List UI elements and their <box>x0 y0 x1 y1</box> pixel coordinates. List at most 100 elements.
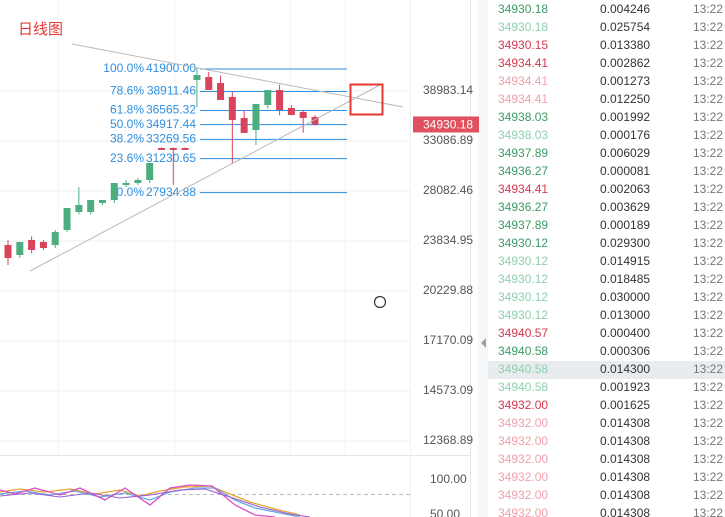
candle-body <box>51 231 59 245</box>
trade-price: 34932.00 <box>498 506 548 517</box>
fib-value: 31230.65 <box>146 151 196 165</box>
trade-price: 34938.03 <box>498 128 548 142</box>
fib-value: 38911.46 <box>147 84 196 98</box>
trade-price: 34930.18 <box>498 2 548 16</box>
trade-amount: 0.000306 <box>600 344 650 358</box>
trade-amount: 0.029300 <box>600 236 650 250</box>
fib-level: 50.0% <box>110 117 144 131</box>
trade-amount: 0.025754 <box>600 20 650 34</box>
trade-time: 13:22 <box>693 452 723 466</box>
trade-time: 13:22 <box>693 416 723 430</box>
trade-price: 34938.03 <box>498 110 548 124</box>
candle-body <box>228 96 236 120</box>
highlight-box <box>349 83 384 116</box>
candle-body <box>39 241 47 248</box>
trade-amount: 0.013000 <box>600 308 650 322</box>
fib-level: 78.6% <box>110 84 144 98</box>
candle-body <box>205 76 213 90</box>
trade-price: 34930.12 <box>498 254 548 268</box>
fib-level: 0.0% <box>117 185 145 199</box>
trade-time: 13:22 <box>693 92 723 106</box>
fib-value: 41900.00 <box>146 61 196 75</box>
candle-body <box>98 199 106 203</box>
trade-amount: 0.001273 <box>600 74 650 88</box>
trade-amount: 0.014308 <box>600 488 650 502</box>
trade-price: 34932.00 <box>498 398 548 412</box>
y-tick-label: 17170.09 <box>423 333 473 347</box>
trade-amount: 0.002063 <box>600 182 650 196</box>
trade-amount: 0.003629 <box>600 200 650 214</box>
trade-time: 13:22 <box>693 200 723 214</box>
grid <box>57 0 346 455</box>
trade-time: 13:22 <box>693 128 723 142</box>
fib-level: 100.0% <box>103 61 144 75</box>
trade-time: 13:22 <box>693 434 723 448</box>
candle-body <box>217 82 225 100</box>
y-tick-label: 23834.95 <box>423 233 473 247</box>
trade-amount: 0.014308 <box>600 506 650 517</box>
trade-amount: 0.014915 <box>600 254 650 268</box>
trade-time: 13:22 <box>693 2 723 16</box>
y-tick-label: 12368.89 <box>423 433 473 447</box>
candle-body <box>311 116 319 125</box>
indicator-tick-label: 50.00 <box>430 507 460 517</box>
fib-value: 36565.32 <box>146 103 196 117</box>
candle-body <box>181 147 189 150</box>
candle-body <box>240 117 248 133</box>
trade-amount: 0.030000 <box>600 290 650 304</box>
scrollbar[interactable] <box>478 0 488 517</box>
trade-price: 34930.12 <box>498 272 548 286</box>
trend-line <box>71 43 404 108</box>
trade-price: 34937.89 <box>498 218 548 232</box>
candle-body <box>28 239 36 250</box>
price-tag-label: 34930.18 <box>423 118 473 132</box>
trade-amount: 0.012250 <box>600 92 650 106</box>
trade-time: 13:22 <box>693 470 723 484</box>
trade-amount: 0.013380 <box>600 38 650 52</box>
trade-amount: 0.000176 <box>600 128 650 142</box>
trade-price: 34930.15 <box>498 38 548 52</box>
collapse-arrow[interactable] <box>481 338 486 348</box>
trade-price: 34930.12 <box>498 290 548 304</box>
trade-time: 13:22 <box>693 164 723 178</box>
trade-time: 13:22 <box>693 488 723 502</box>
price-tag <box>413 116 479 133</box>
indicator-line <box>0 488 311 517</box>
trade-time: 13:22 <box>693 362 723 376</box>
candle-body <box>264 89 272 105</box>
candle-body <box>16 241 24 256</box>
candle-body <box>122 182 130 185</box>
trade-price: 34937.89 <box>498 146 548 160</box>
y-tick-label: 33086.89 <box>423 133 473 147</box>
trade-price: 34932.00 <box>498 434 548 448</box>
trade-time: 13:22 <box>693 380 723 394</box>
trade-amount: 0.001625 <box>600 398 650 412</box>
trade-time: 13:22 <box>693 146 723 160</box>
trade-time: 13:22 <box>693 56 723 70</box>
indicator-tick-label: 100.00 <box>430 472 467 486</box>
trade-price: 34932.00 <box>498 488 548 502</box>
candle-body <box>4 244 12 258</box>
trade-amount: 0.000081 <box>600 164 650 178</box>
trade-price: 34940.58 <box>498 380 548 394</box>
trade-amount: 0.018485 <box>600 272 650 286</box>
trade-price: 34932.00 <box>498 452 548 466</box>
plot: 41900.00100.0%38911.4678.6%36565.3261.8%… <box>0 61 410 442</box>
trade-amount: 0.014300 <box>600 362 650 376</box>
selected-row <box>488 361 725 379</box>
candle-body <box>146 162 154 180</box>
candle-body <box>134 179 142 183</box>
candle-body <box>87 199 95 212</box>
fib-value: 34917.44 <box>146 117 196 131</box>
fib-value: 33269.56 <box>146 131 196 145</box>
fib-level: 38.2% <box>110 131 144 145</box>
fib-level: 61.8% <box>110 103 144 117</box>
candle-body <box>287 107 295 115</box>
fib-level: 23.6% <box>110 151 144 165</box>
trade-time: 13:22 <box>693 506 723 517</box>
trade-amount: 0.000189 <box>600 218 650 232</box>
trade-time: 13:22 <box>693 272 723 286</box>
trade-price: 34936.27 <box>498 200 548 214</box>
trade-price: 34940.58 <box>498 362 548 376</box>
